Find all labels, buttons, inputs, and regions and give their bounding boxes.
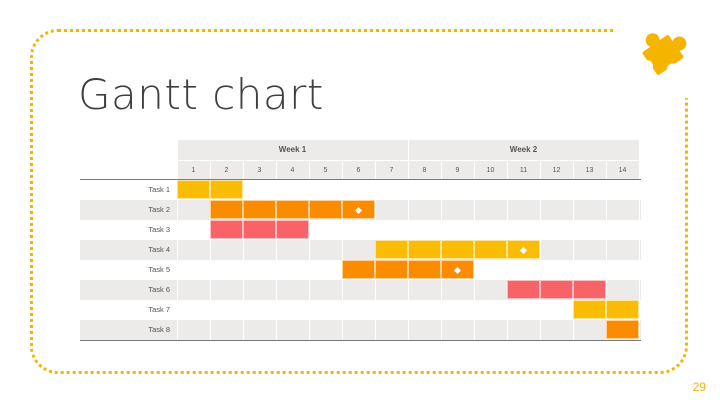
task-label: Task 2 (148, 205, 170, 214)
task-row: Task 5 (80, 260, 641, 280)
day-header: 6 (342, 160, 375, 180)
grid-line (639, 140, 640, 340)
grid-line (342, 160, 343, 340)
grid-line (309, 160, 310, 340)
task-row: Task 7 (80, 300, 641, 320)
task-bar (276, 200, 309, 219)
grid-line (210, 160, 211, 340)
task-label: Task 8 (148, 325, 170, 334)
task-bar (507, 280, 540, 299)
gantt-chart: Week 1 Week 2 1 2 3 4 5 6 7 8 9 10 11 12 13 14 Task 1 Tas… (80, 140, 641, 341)
grid-line (243, 160, 244, 340)
task-bar (573, 280, 606, 299)
task-bar (606, 300, 639, 319)
day-header: 5 (309, 160, 342, 180)
slide-frame (30, 29, 688, 374)
puzzle-piece-icon (640, 33, 687, 77)
week-header: Week 2 (408, 140, 639, 160)
task-row: Task 6 (80, 280, 641, 300)
task-label: Task 4 (148, 245, 170, 254)
task-row: Task 4 (80, 240, 641, 260)
grid-line (540, 160, 541, 340)
task-row: Task 3 (80, 220, 641, 240)
task-bar (408, 240, 441, 259)
grid-line (276, 160, 277, 340)
day-header: 2 (210, 160, 243, 180)
task-bar (408, 260, 441, 279)
day-header: 10 (474, 160, 507, 180)
day-header: 13 (573, 160, 606, 180)
task-bar (441, 240, 474, 259)
table-top-rule (80, 179, 641, 180)
task-bar (375, 240, 408, 259)
header-divider (177, 160, 639, 161)
task-bar (243, 200, 276, 219)
table-bottom-rule (80, 340, 641, 341)
task-label: Task 3 (148, 225, 170, 234)
task-label: Task 7 (148, 305, 170, 314)
task-bar (177, 180, 210, 199)
task-bar (276, 220, 309, 239)
task-label: Task 5 (148, 265, 170, 274)
task-row: Task 1 (80, 180, 641, 200)
day-header: 3 (243, 160, 276, 180)
day-header: 1 (177, 160, 210, 180)
task-row: Task 8 (80, 320, 641, 340)
task-bar (210, 220, 243, 239)
day-header: 7 (375, 160, 408, 180)
day-header: 8 (408, 160, 441, 180)
day-header: 14 (606, 160, 639, 180)
task-label: Task 6 (148, 285, 170, 294)
task-bar (342, 260, 375, 279)
day-header: 9 (441, 160, 474, 180)
task-bar (573, 300, 606, 319)
task-bar (309, 200, 342, 219)
task-bar (474, 240, 507, 259)
day-header: 12 (540, 160, 573, 180)
task-label: Task 1 (148, 185, 170, 194)
grid-line (606, 160, 607, 340)
task-bar (540, 280, 573, 299)
page-number: 29 (692, 380, 706, 394)
grid-line (573, 160, 574, 340)
task-bar (606, 320, 639, 339)
task-bar (243, 220, 276, 239)
task-bar (210, 180, 243, 199)
week-header: Week 1 (177, 140, 408, 160)
day-header: 11 (507, 160, 540, 180)
grid-line (177, 140, 178, 340)
slide-title: Gantt chart (78, 70, 324, 119)
day-header: 4 (276, 160, 309, 180)
task-bar (210, 200, 243, 219)
task-bar (375, 260, 408, 279)
